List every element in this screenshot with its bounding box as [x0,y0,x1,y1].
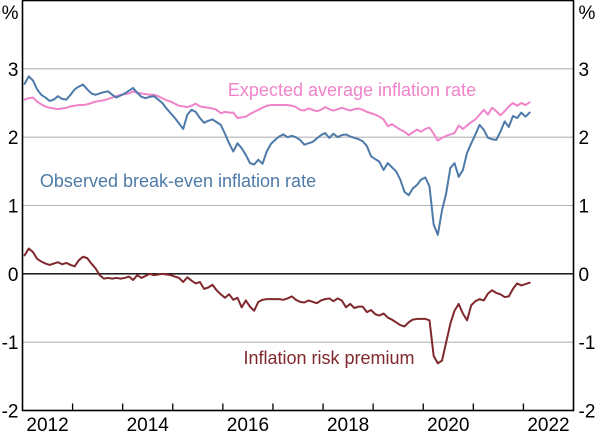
series-label-inflation-risk-premium: Inflation risk premium [243,348,415,368]
y-axis-label-left-0: 0 [8,265,19,286]
x-axis-label-2012: 2012 [26,415,68,436]
unit-label-right: % [579,3,596,24]
y-axis-label-right-3: 3 [579,60,590,81]
x-axis-label-2018: 2018 [327,415,369,436]
y-axis-label-right--2: -2 [579,402,596,423]
y-axis-label-left--2: -2 [2,402,19,423]
series-line-inflation-risk-premium [23,247,531,365]
y-axis-label-left-1: 1 [8,197,19,218]
series-label-observed-break-even-inflation-rate: Observed break-even inflation rate [39,171,317,191]
unit-label-left: % [2,3,19,24]
y-axis-label-right--1: -1 [579,333,596,354]
x-axis-label-2020: 2020 [427,415,469,436]
y-axis-label-right-0: 0 [579,265,590,286]
x-axis-label-2016: 2016 [227,415,269,436]
y-axis-label-left--1: -1 [2,333,19,354]
plot-frame [21,0,575,412]
y-axis-label-right-2: 2 [579,128,590,149]
x-axis-label-2014: 2014 [127,415,170,436]
y-axis-label-right-1: 1 [579,197,590,218]
series-line-expected-average-inflation-rate [23,90,531,142]
series-label-expected-average-inflation-rate: Expected average inflation rate [227,80,477,100]
series-line-observed-break-even-inflation-rate [23,75,531,236]
y-axis-label-left-2: 2 [8,128,19,149]
x-axis-label-2022: 2022 [527,415,569,436]
y-axis-label-left-3: 3 [8,60,19,81]
